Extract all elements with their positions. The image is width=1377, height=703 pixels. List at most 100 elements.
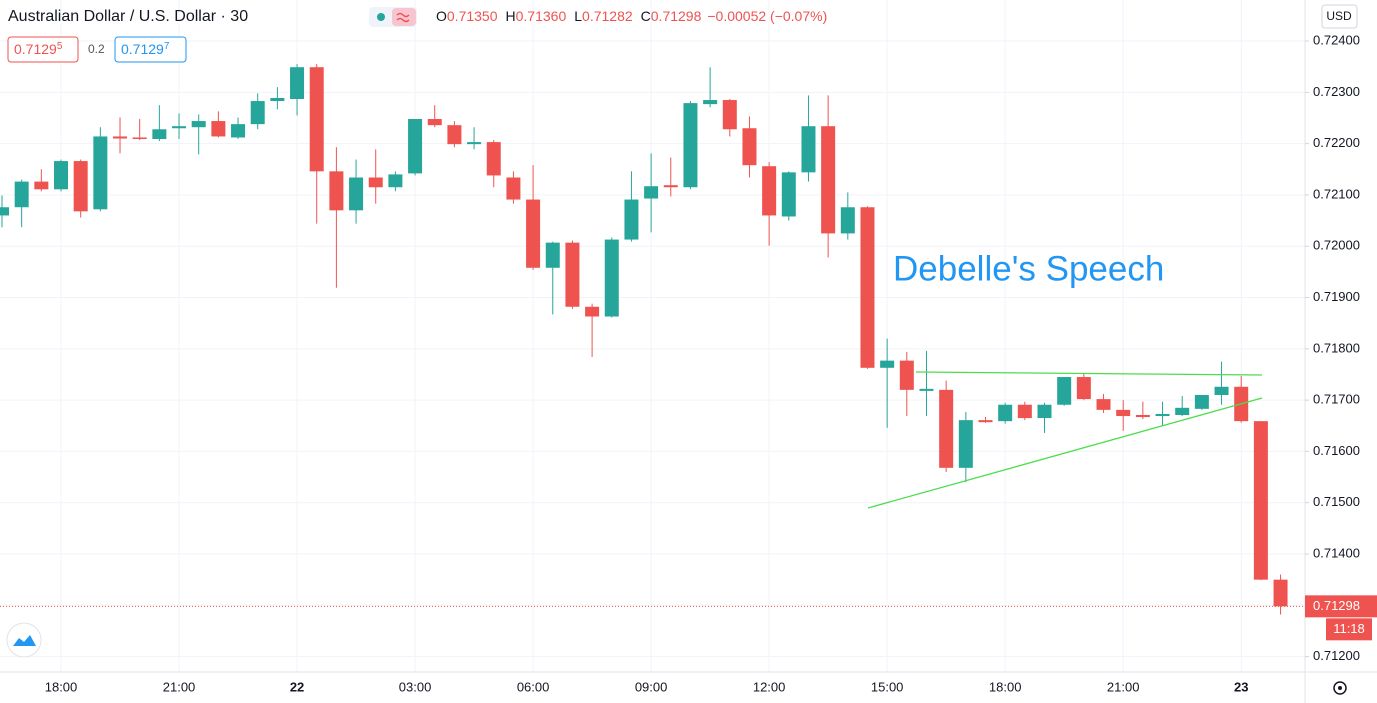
- ohlc-readout: O0.71350 H0.71360 L0.71282 C0.71298 −0.00052…: [436, 8, 827, 24]
- candle-body: [1096, 399, 1111, 410]
- x-tick-label: 03:00: [399, 679, 432, 694]
- annotation: Debelle's Speech: [893, 249, 1164, 288]
- candle-body: [1057, 377, 1072, 405]
- sell-box[interactable]: [7, 36, 79, 63]
- candle-body: [565, 242, 580, 307]
- candle-body: [1155, 413, 1170, 417]
- candle-body: [388, 174, 403, 188]
- readout-key: O: [436, 8, 447, 24]
- buy-box[interactable]: [114, 36, 187, 63]
- candle-body: [821, 126, 836, 234]
- sell-price: 0.71295: [14, 41, 63, 57]
- candle-body: [191, 121, 206, 128]
- candle-body: [14, 181, 29, 208]
- readout-key: H: [506, 8, 516, 24]
- candles: [0, 64, 1288, 615]
- readout-value: 0.71298: [651, 8, 702, 24]
- candle-body: [1017, 404, 1032, 419]
- candle-body: [1175, 407, 1190, 415]
- y-tick-label: 0.71200: [1313, 648, 1360, 663]
- y-tick-label: 0.72300: [1313, 84, 1360, 99]
- candle-body: [113, 136, 128, 139]
- candle-body: [526, 199, 541, 268]
- buy-price: 0.71297: [121, 41, 170, 57]
- x-tick-label: 18:00: [989, 679, 1022, 694]
- candle-body: [152, 129, 167, 140]
- candle-body: [132, 137, 147, 140]
- countdown: 11:18: [1333, 621, 1365, 636]
- buy-pip: 7: [164, 41, 170, 52]
- candle-body: [1076, 377, 1091, 400]
- candle-body: [939, 389, 954, 468]
- candle-body: [1116, 409, 1131, 417]
- x-tick-label: 21:00: [1107, 679, 1140, 694]
- candle-body: [1194, 394, 1209, 409]
- candle-body: [93, 136, 108, 210]
- candle-body: [919, 388, 934, 391]
- delayed-glyph: [396, 12, 410, 23]
- candle-body: [270, 97, 285, 102]
- y-tick-label: 0.72400: [1313, 32, 1360, 47]
- x-tick-label: 06:00: [517, 679, 550, 694]
- candle-body: [880, 360, 895, 368]
- chart-title: Australian Dollar / U.S. Dollar · 30: [8, 8, 248, 25]
- y-tick-label: 0.71600: [1313, 443, 1360, 458]
- trend-line-lower: [867, 397, 1263, 509]
- logo[interactable]: [6, 622, 42, 658]
- readout-key: C: [641, 8, 651, 24]
- readout-change: −0.00052 (−0.07%): [707, 8, 827, 24]
- spread: 0.2: [88, 42, 105, 56]
- candle-body: [683, 103, 698, 188]
- candle-body: [663, 185, 678, 188]
- y-tick-label: 0.72100: [1313, 186, 1360, 201]
- currency-box[interactable]: [1321, 4, 1358, 29]
- candle-body: [585, 306, 600, 317]
- candle-body: [54, 161, 69, 190]
- candle-body: [427, 119, 442, 126]
- candle-body: [624, 199, 639, 240]
- market-open-dot: [377, 13, 385, 21]
- x-tick-label: 12:00: [753, 679, 786, 694]
- last-price-box: [1305, 595, 1377, 618]
- candle-body: [1214, 386, 1229, 395]
- y-tick-label: 0.72200: [1313, 135, 1360, 150]
- candle-body: [408, 119, 423, 174]
- candle-body: [211, 121, 226, 137]
- candle-body: [1135, 414, 1150, 418]
- sell-pip: 5: [57, 41, 63, 52]
- candle-body: [1037, 404, 1052, 419]
- delayed-icon: [392, 8, 416, 26]
- x-tick-label: 15:00: [871, 679, 904, 694]
- candle-body: [1253, 421, 1268, 580]
- candle-body: [722, 100, 737, 130]
- candle-body: [703, 100, 718, 105]
- y-tick-label: 0.71400: [1313, 545, 1360, 560]
- candle-body: [899, 360, 914, 390]
- candle-body: [34, 181, 49, 190]
- candle-body: [978, 420, 993, 423]
- x-tick-label: 21:00: [163, 679, 196, 694]
- last-price-label: 0.71298: [1313, 598, 1360, 613]
- candle-body: [998, 404, 1013, 422]
- candle-body: [447, 125, 462, 145]
- buy-main: 0.7129: [121, 41, 164, 57]
- candle-body: [368, 177, 383, 188]
- currency: USD: [1326, 9, 1352, 23]
- x-tick-label: 23: [1234, 679, 1248, 694]
- candle-body: [762, 166, 777, 216]
- candle-body: [290, 67, 305, 100]
- candle-body: [781, 172, 796, 217]
- candle-body: [172, 126, 187, 129]
- candle-body: [506, 177, 521, 200]
- readout-key: L: [574, 8, 582, 24]
- readout-value: 0.71360: [516, 8, 567, 24]
- sell-main: 0.7129: [14, 41, 57, 57]
- readout-value: 0.71350: [447, 8, 498, 24]
- candle-body: [860, 207, 875, 368]
- settings-icon[interactable]: [1333, 681, 1347, 695]
- logo-glyph: [13, 635, 36, 646]
- candle-body: [231, 124, 246, 138]
- candle-body: [329, 171, 344, 211]
- x-tick-label: 09:00: [635, 679, 668, 694]
